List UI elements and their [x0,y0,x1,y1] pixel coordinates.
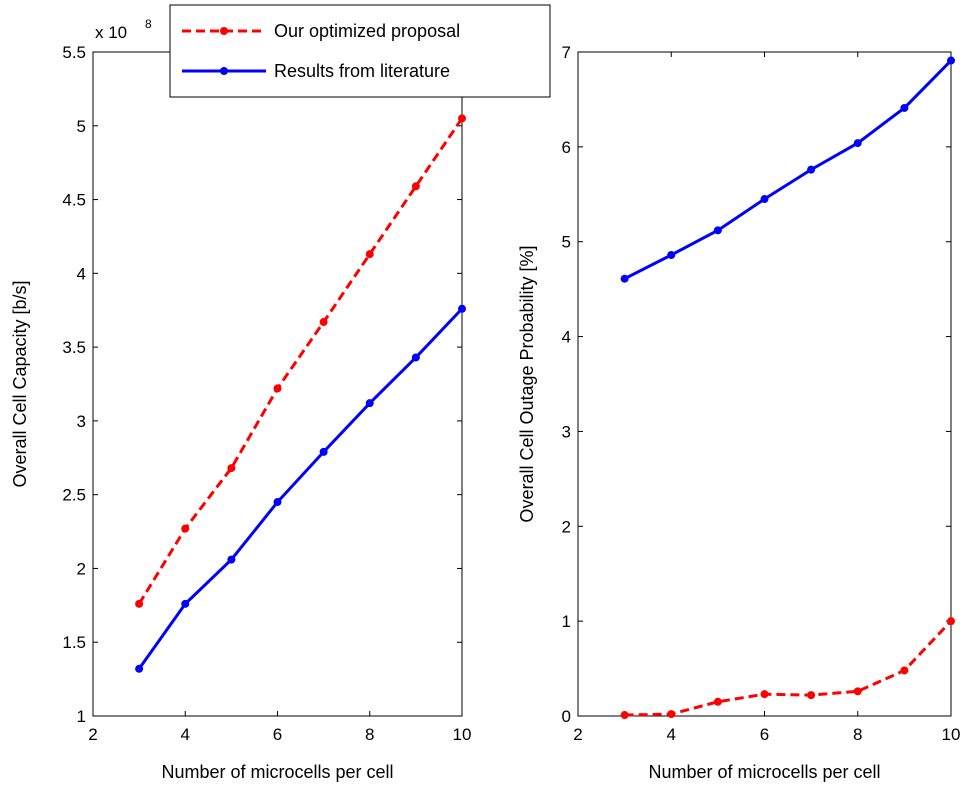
y-multiplier-exponent: 8 [145,17,152,31]
y-tick-label: 5 [77,117,86,136]
x-tick-label: 4 [667,725,676,744]
data-point [181,599,190,608]
legend-marker [220,27,228,35]
data-point [273,384,282,393]
data-point [319,318,328,327]
legend-marker [220,67,228,75]
data-point [411,353,420,362]
series-line-1 [623,59,953,281]
data-point [227,464,236,473]
data-point [227,555,236,564]
data-point [365,250,374,259]
x-tick-label: 10 [453,725,472,744]
y-tick-label: 2 [562,517,571,536]
x-tick-label: 8 [853,725,862,744]
y-tick-label: 0 [562,707,571,726]
data-point [620,274,629,283]
data-point [900,666,909,675]
x-tick-label: 2 [88,725,97,744]
legend-entry: Results from literature [274,61,450,81]
y-tick-label: 2.5 [62,486,86,505]
x-tick-label: 6 [273,725,282,744]
data-point [273,498,282,507]
y-tick-label: 1 [562,612,571,631]
y-axis-label: Overall Cell Outage Probability [%] [517,245,537,522]
data-point [760,690,769,699]
x-tick-label: 4 [181,725,190,744]
data-point [900,103,909,112]
y-tick-label: 6 [562,138,571,157]
data-point [135,599,144,608]
y-tick-label: 4 [562,328,571,347]
y-tick-label: 5.5 [62,43,86,62]
data-point [319,447,328,456]
data-point [135,664,144,673]
y-tick-label: 2 [77,559,86,578]
y-tick-label: 3 [77,412,86,431]
x-axis-label: Number of microcells per cell [648,762,880,782]
data-point [947,56,955,65]
y-tick-label: 3 [562,422,571,441]
data-point [947,617,955,626]
y-axis-label: Overall Cell Capacity [b/s] [10,280,30,487]
legend: Our optimized proposal Results from liter… [169,4,551,98]
x-tick-label: 2 [573,725,582,744]
data-point [807,691,816,700]
y-multiplier-label: x 10 [95,23,127,42]
data-point [853,687,862,696]
x-axis-label: Number of microcells per cell [161,762,393,782]
y-tick-label: 7 [562,43,571,62]
data-point [760,195,769,204]
data-point [458,114,466,123]
legend-entry: Our optimized proposal [274,21,460,41]
data-point [458,304,466,313]
y-tick-label: 1.5 [62,633,86,652]
chart-panel-2: 2 4 6 8 10 0 1 2 3 4 5 6 7 Number of microcells per c… [517,43,960,782]
data-point [411,182,420,191]
y-tick-label: 5 [562,233,571,252]
y-tick-label: 4 [77,264,86,283]
plot-frame [577,51,952,717]
y-tick-label: 4.5 [62,191,86,210]
data-point [667,250,676,259]
data-point [713,697,722,706]
data-point [807,165,816,174]
chart-panel-1: 2 4 6 8 10 1 1.5 2 2.5 3 3.5 4 4.5 5 5.5 Number of micr… [10,4,551,782]
data-point [181,524,190,533]
series-line-1 [137,117,464,605]
data-point [853,139,862,148]
data-point [713,226,722,235]
y-tick-label: 1 [77,707,86,726]
series-line-2 [137,307,464,670]
x-tick-label: 6 [760,725,769,744]
data-point [365,399,374,408]
y-tick-label: 3.5 [62,338,86,357]
data-point [667,710,676,719]
x-tick-label: 10 [942,725,961,744]
legend-box [169,4,551,98]
data-point [620,711,629,720]
x-tick-label: 8 [365,725,374,744]
plot-frame [92,51,463,717]
